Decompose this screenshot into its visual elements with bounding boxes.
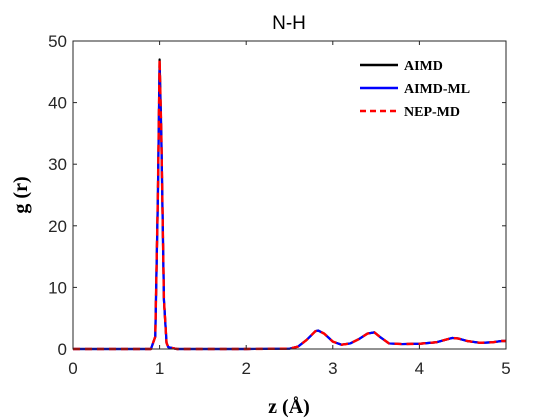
chart-title: N-H <box>272 13 306 34</box>
series-line-nep-md <box>73 58 506 351</box>
plot-lines <box>73 58 506 351</box>
y-tick-label: 30 <box>48 155 67 174</box>
series-line-aimd <box>73 58 506 351</box>
x-axis-label: z (Å) <box>268 395 310 418</box>
y-tick-label: 50 <box>48 32 67 51</box>
x-tick-label: 1 <box>155 359 164 378</box>
y-tick-label: 10 <box>48 278 67 297</box>
x-tick-label: 4 <box>415 359 424 378</box>
x-tick-label: 2 <box>241 359 250 378</box>
y-axis-label: g (r) <box>10 176 32 213</box>
legend-label: NEP-MD <box>404 105 460 120</box>
legend: AIMD AIMD-ML NEP-MD <box>360 59 470 120</box>
plot-frame <box>72 40 507 350</box>
y-tick-label: 40 <box>48 94 67 113</box>
x-tick-label: 0 <box>68 359 77 378</box>
y-tick-label: 0 <box>58 340 67 359</box>
x-tick-label: 5 <box>501 359 510 378</box>
x-tick-label: 3 <box>328 359 337 378</box>
y-tick-label: 20 <box>48 217 67 236</box>
legend-label: AIMD <box>404 59 443 74</box>
legend-label: AIMD-ML <box>404 82 470 97</box>
